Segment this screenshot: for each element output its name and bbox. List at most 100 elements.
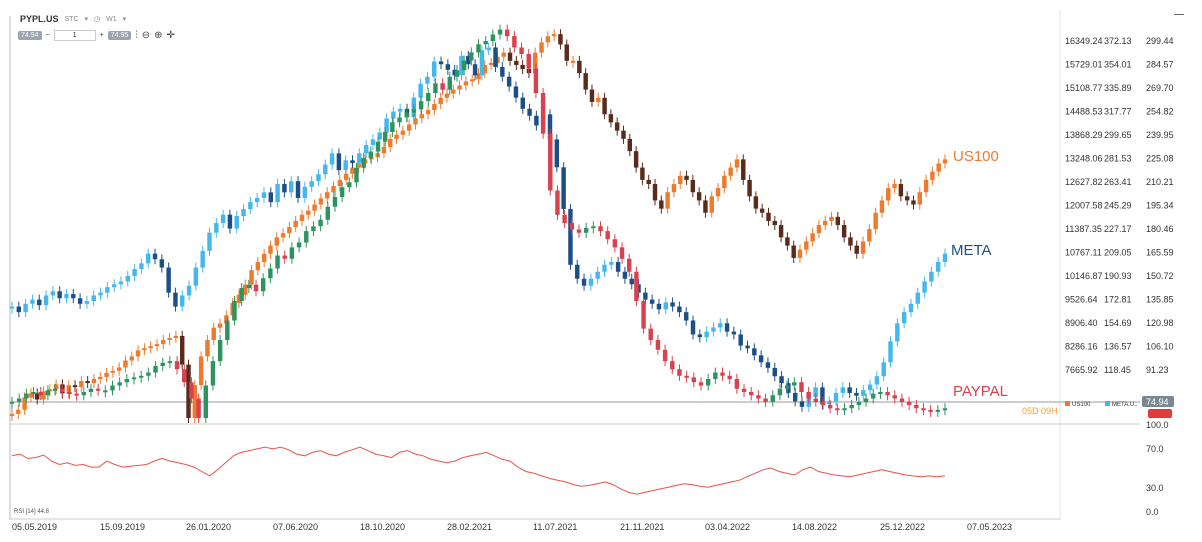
timeframe-label[interactable]: W1 — [106, 15, 117, 23]
candle-body — [483, 41, 488, 45]
candle-body — [564, 44, 569, 61]
chevron-down-icon[interactable]: ▾ — [84, 16, 89, 23]
candle-body — [411, 109, 417, 113]
candle-body — [444, 93, 450, 98]
sell-button[interactable]: 74.94 — [18, 31, 42, 40]
candle-body — [670, 302, 675, 307]
y-tick-us100: 8906.40 — [1065, 318, 1098, 328]
candle-body — [827, 401, 832, 405]
candle-body — [534, 115, 539, 126]
candle-body — [520, 97, 525, 109]
candle-body — [397, 117, 402, 123]
candle-body — [426, 93, 431, 102]
candle-body — [9, 401, 15, 404]
candle-body — [98, 292, 103, 296]
candle-body — [906, 401, 912, 405]
candle-body — [895, 323, 900, 342]
rsi-tick-label: 30.0 — [1146, 483, 1164, 493]
candle-body — [526, 54, 531, 69]
symbol-type: STC — [64, 15, 79, 23]
candle-body — [167, 337, 172, 340]
candle-body — [23, 303, 28, 313]
candle-body — [318, 198, 324, 205]
candle-body — [225, 320, 230, 340]
candle-body — [914, 405, 919, 409]
candle-body — [180, 295, 185, 307]
candle-body — [861, 390, 866, 396]
y-tick-meta: 118.45 — [1104, 365, 1131, 375]
candle-body — [705, 379, 711, 386]
candle-body — [533, 68, 539, 93]
candle-body — [860, 241, 866, 254]
candle-body — [24, 393, 29, 399]
candle-body — [397, 108, 403, 112]
candle-body — [419, 114, 424, 119]
symbol-label[interactable]: PYPL.US — [20, 14, 59, 24]
candle-body — [203, 385, 208, 418]
candle-body — [67, 392, 72, 394]
candle-body — [239, 288, 244, 301]
candle-body — [873, 212, 878, 230]
candle-body — [621, 130, 626, 139]
candle-body — [91, 295, 96, 301]
candles-icon[interactable]: ⫶ — [135, 30, 138, 41]
candle-body — [583, 73, 588, 90]
minus-button[interactable]: − — [45, 32, 50, 39]
candle-body — [135, 350, 141, 357]
candle-body — [254, 197, 260, 203]
candle-body — [196, 398, 201, 418]
candle-body — [179, 335, 185, 365]
y-tick-us100: 13248.06 — [1065, 154, 1103, 164]
crosshair-icon[interactable]: ✛ — [166, 30, 175, 41]
x-tick-label: 05.05.2019 — [12, 522, 57, 532]
candle-body — [671, 184, 677, 193]
candle-body — [583, 227, 589, 233]
candle-body — [879, 200, 885, 213]
buy-button[interactable]: 74.95 — [107, 31, 132, 40]
plus-button[interactable]: + — [99, 32, 104, 39]
candle-body — [476, 73, 481, 80]
candle-body — [110, 385, 115, 391]
clock-icon[interactable]: ◷ — [94, 16, 101, 23]
candle-body — [295, 181, 301, 198]
candle-body — [293, 220, 298, 228]
candle-body — [665, 192, 670, 209]
candle-body — [595, 271, 600, 279]
candle-body — [881, 362, 886, 377]
quantity-input[interactable]: 1 — [53, 30, 96, 41]
candle-body — [354, 167, 359, 183]
candle-body — [445, 64, 451, 70]
candle-body — [391, 111, 396, 119]
candle-body — [854, 245, 859, 254]
candle-body — [612, 239, 618, 248]
candle-body — [874, 376, 880, 385]
candle-body — [741, 159, 746, 180]
candle-body — [211, 327, 216, 340]
zoom-in-icon[interactable]: ⊕ — [154, 30, 163, 41]
candle-body — [646, 179, 651, 184]
candle-body — [691, 377, 697, 383]
candle-body — [381, 147, 387, 154]
x-tick-label: 14.08.2022 — [792, 522, 837, 532]
candle-body — [186, 364, 191, 418]
candle-body — [833, 392, 839, 402]
candle-body — [368, 151, 374, 158]
zoom-out-icon[interactable]: ⊖ — [141, 30, 151, 41]
y-tick-price: 239.95 — [1146, 130, 1174, 140]
candle-body — [129, 356, 134, 361]
candle-body — [145, 253, 151, 264]
candle-body — [275, 184, 280, 203]
label-paypal: PAYPAL — [953, 383, 1008, 400]
candle-body — [192, 385, 198, 418]
series-paypal — [9, 24, 948, 423]
chevron-down-icon[interactable]: ▾ — [122, 16, 127, 23]
candle-body — [255, 262, 261, 271]
candle-body — [214, 223, 219, 233]
rsi-line — [11, 446, 946, 495]
y-tick-price: 106.10 — [1146, 342, 1174, 352]
menu-icon[interactable] — [1174, 14, 1184, 15]
candle-body — [261, 253, 267, 262]
candle-body — [447, 76, 453, 90]
candle-body — [759, 208, 765, 213]
candle-body — [713, 372, 718, 379]
